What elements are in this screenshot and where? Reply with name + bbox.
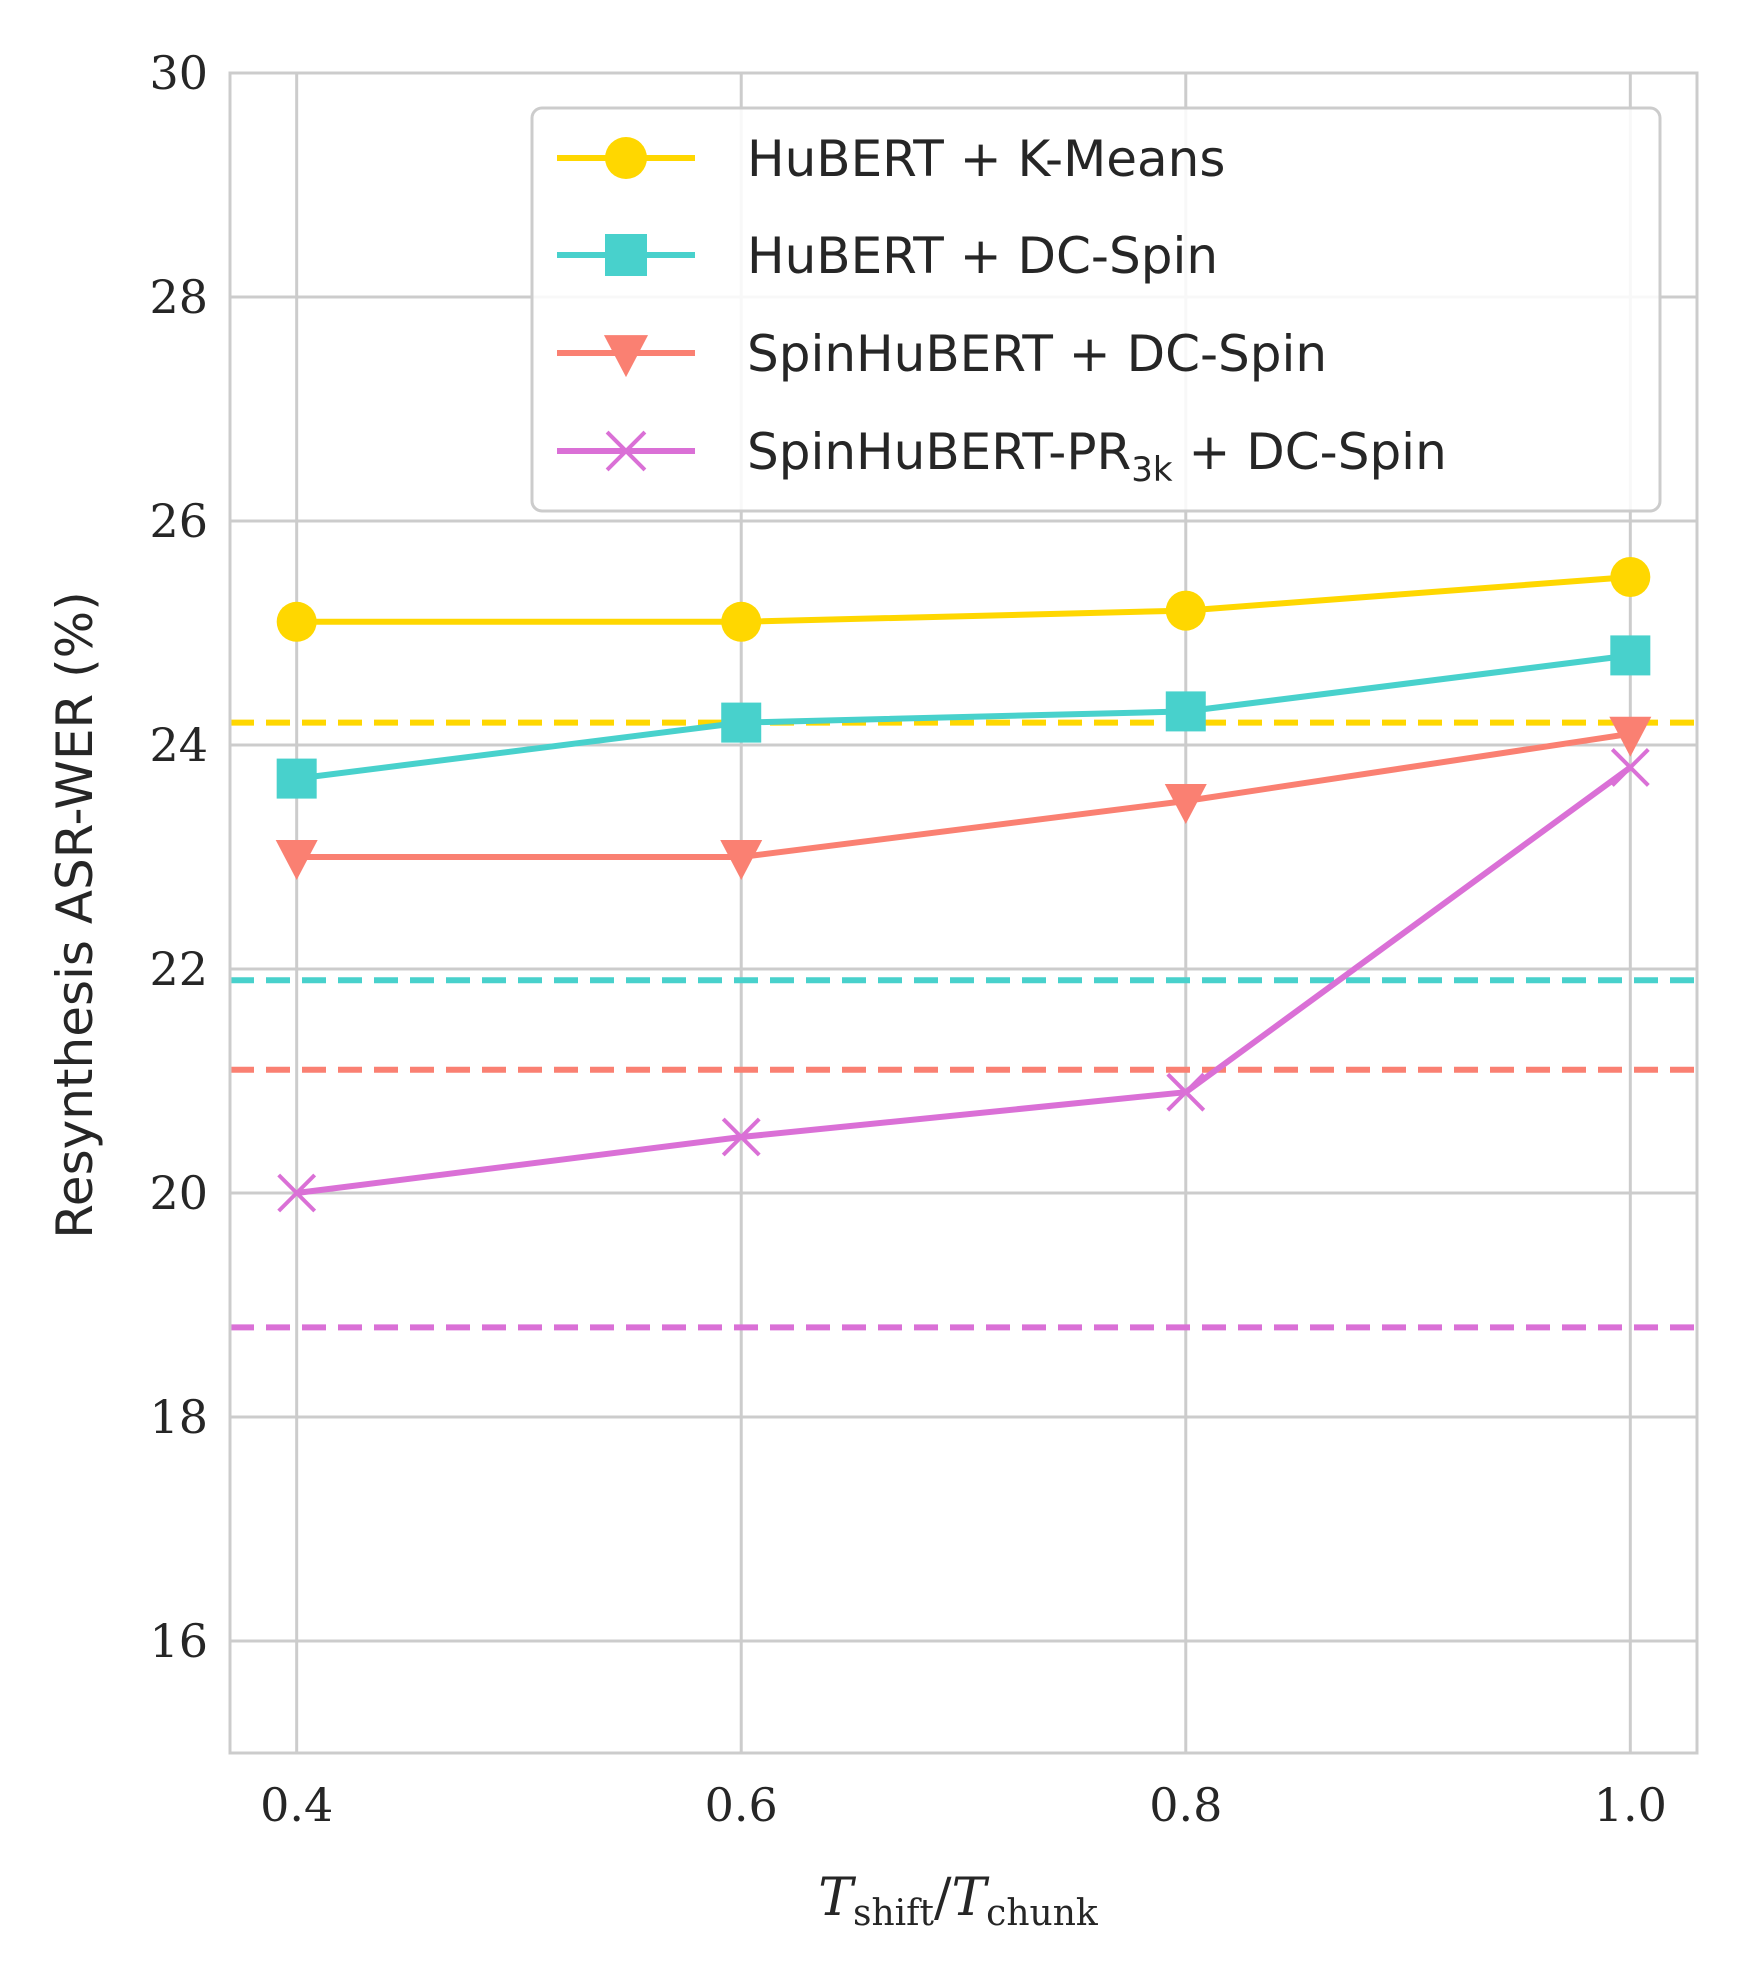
y-tick-label: 16 [149, 1614, 208, 1668]
legend-items: HuBERT + K-Means HuBERT + DC-Spin SpinHuBE… [557, 130, 1447, 490]
legend-marker [603, 335, 649, 378]
legend-label: SpinHuBERT + DC-Spin [747, 325, 1327, 383]
series-1 [276, 635, 1651, 799]
x-axis-label: Tshift/Tchunk [818, 1868, 1099, 1934]
x-axis-label-t2: T [951, 1868, 989, 1928]
y-tick-label: 20 [149, 1166, 208, 1220]
data-point [720, 840, 763, 880]
data-point [721, 1117, 761, 1157]
y-tick-label: 18 [149, 1390, 208, 1444]
legend-item: HuBERT + K-Means [557, 130, 1225, 188]
data-point [1164, 784, 1207, 824]
x-tick-label: 0.4 [260, 1778, 333, 1832]
data-point [721, 702, 762, 743]
y-tick-label: 22 [149, 942, 208, 996]
data-point [276, 758, 317, 799]
series-line-3 [296, 764, 1633, 1196]
x-axis-label-t1: T [818, 1868, 856, 1928]
x-tick-label: 0.8 [1149, 1778, 1222, 1832]
baseline-lines [230, 719, 1697, 1331]
x-axis-label-sub2: chunk [986, 1893, 1099, 1934]
data-point [1609, 716, 1652, 757]
legend-item: HuBERT + DC-Spin [557, 227, 1218, 285]
series-2 [275, 716, 1652, 880]
plot-frame [228, 71, 1699, 1755]
x-tick-label: 0.6 [705, 1778, 778, 1832]
y-tick-label: 26 [149, 494, 208, 548]
x-tick-labels: 0.4 0.6 0.8 1.0 [260, 1778, 1667, 1832]
legend-marker [605, 137, 647, 179]
x-axis-label-sep: / [934, 1868, 952, 1928]
y-tick-label: 28 [149, 270, 208, 324]
x-axis-label-sub1: shift [853, 1893, 934, 1934]
legend-box [530, 106, 1662, 513]
series-line-1 [296, 652, 1631, 782]
legend: HuBERT + K-Means HuBERT + DC-Spin SpinHuBE… [530, 106, 1662, 513]
data-point [275, 840, 318, 880]
legend-label: HuBERT + K-Means [747, 130, 1225, 188]
series-group [275, 557, 1652, 1213]
series-line-2 [296, 730, 1631, 860]
legend-marker [605, 430, 647, 472]
legend-marker [605, 234, 647, 276]
series-0 [276, 557, 1651, 642]
data-point [721, 601, 762, 642]
legend-label: SpinHuBERT-PR3k + DC-Spin [747, 423, 1447, 490]
data-point [1610, 557, 1651, 597]
y-axis-label: Resynthesis ASR-WER (%) [46, 591, 104, 1238]
data-point [1165, 590, 1206, 631]
y-tick-label: 24 [149, 718, 208, 772]
data-point [1165, 691, 1206, 732]
data-point [277, 1173, 317, 1213]
legend-item: SpinHuBERT-PR3k + DC-Spin [557, 423, 1447, 490]
data-point [1166, 1072, 1206, 1112]
series-line-0 [296, 574, 1631, 625]
data-point [1610, 635, 1651, 676]
y-tick-labels: 16 18 20 22 24 26 28 30 [149, 46, 208, 1668]
legend-item: SpinHuBERT + DC-Spin [557, 325, 1327, 383]
x-tick-label: 1.0 [1594, 1778, 1667, 1832]
y-tick-label: 30 [149, 46, 208, 100]
data-point [1610, 747, 1650, 787]
series-3 [277, 747, 1650, 1213]
data-point [276, 601, 317, 642]
legend-label: HuBERT + DC-Spin [747, 227, 1218, 285]
